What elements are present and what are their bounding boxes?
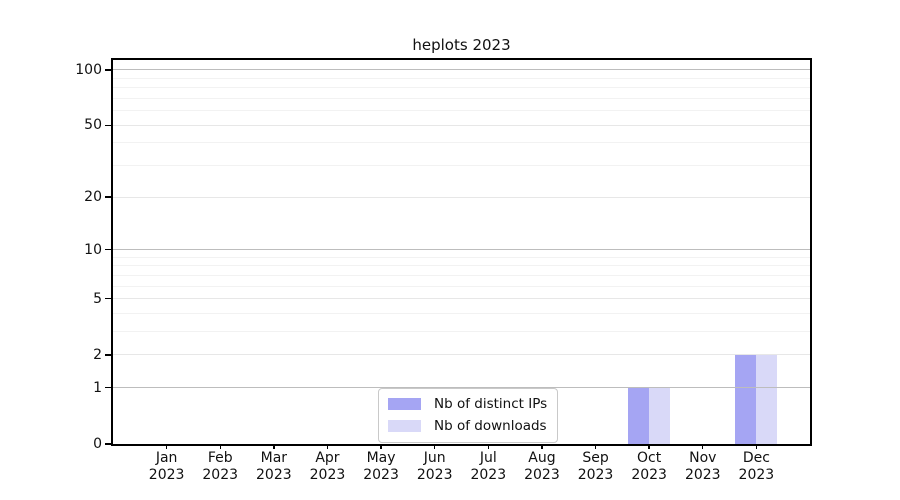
x-tick-label-mar: Mar 2023 <box>256 450 292 483</box>
legend: Nb of distinct IPs Nb of downloads <box>378 388 559 443</box>
legend-swatch-distinct-ips <box>388 398 421 410</box>
x-tick-label-nov: Nov 2023 <box>684 450 721 483</box>
x-tick-label-may: May 2023 <box>363 450 399 483</box>
legend-swatch-downloads <box>388 420 421 432</box>
y-tick-label-100: 100 <box>75 61 102 78</box>
x-tick-feb <box>219 444 221 449</box>
x-tick-jul <box>487 444 489 449</box>
chart-title: heplots 2023 <box>412 36 511 54</box>
bar-distinct-ips-oct <box>628 387 650 444</box>
x-tick-mar <box>273 444 275 449</box>
x-tick-label-aug: Aug 2023 <box>524 450 560 483</box>
x-tick-label-jan: Jan 2023 <box>148 450 185 483</box>
y-tick-label-0: 0 <box>93 436 102 452</box>
y-tick-10 <box>105 248 111 251</box>
x-tick-label-sep: Sep 2023 <box>577 450 614 483</box>
legend-label-distinct-ips: Nb of distinct IPs <box>434 396 548 412</box>
x-tick-may <box>380 444 382 449</box>
x-tick-jan <box>165 444 168 449</box>
y-tick-20 <box>105 196 111 198</box>
bar-downloads-oct <box>649 387 671 444</box>
x-tick-label-jun: Jun 2023 <box>416 450 453 483</box>
bar-downloads-dec <box>756 354 778 444</box>
x-tick-label-oct: Oct 2023 <box>631 450 667 483</box>
y-tick-100 <box>105 69 111 71</box>
y-tick-2 <box>105 354 111 356</box>
x-tick-dec <box>755 444 758 449</box>
x-tick-oct <box>648 444 650 449</box>
y-tick-50 <box>105 124 111 126</box>
y-tick-label-10: 10 <box>84 241 102 258</box>
y-tick-label-50: 50 <box>84 117 102 134</box>
y-tick-label-5: 5 <box>93 290 102 307</box>
x-tick-label-feb: Feb 2023 <box>202 450 239 483</box>
y-tick-1 <box>105 387 111 389</box>
x-tick-sep <box>594 444 597 449</box>
legend-item-distinct-ips: Nb of distinct IPs <box>388 395 547 413</box>
legend-label-downloads: Nb of downloads <box>434 418 547 434</box>
y-tick-5 <box>105 298 111 300</box>
y-tick-label-2: 2 <box>93 346 102 363</box>
x-tick-aug <box>541 444 543 449</box>
x-tick-jun <box>433 444 436 449</box>
x-tick-nov <box>702 444 704 449</box>
y-tick-label-20: 20 <box>84 189 102 206</box>
x-tick-label-jul: Jul 2023 <box>470 450 507 483</box>
bars-layer <box>113 60 810 444</box>
legend-item-downloads: Nb of downloads <box>388 417 547 435</box>
bar-distinct-ips-dec <box>735 354 757 444</box>
x-tick-label-apr: Apr 2023 <box>309 450 346 483</box>
y-tick-0 <box>105 443 111 445</box>
x-tick-label-dec: Dec 2023 <box>738 450 775 483</box>
x-tick-apr <box>326 444 329 449</box>
y-tick-label-1: 1 <box>93 379 102 396</box>
